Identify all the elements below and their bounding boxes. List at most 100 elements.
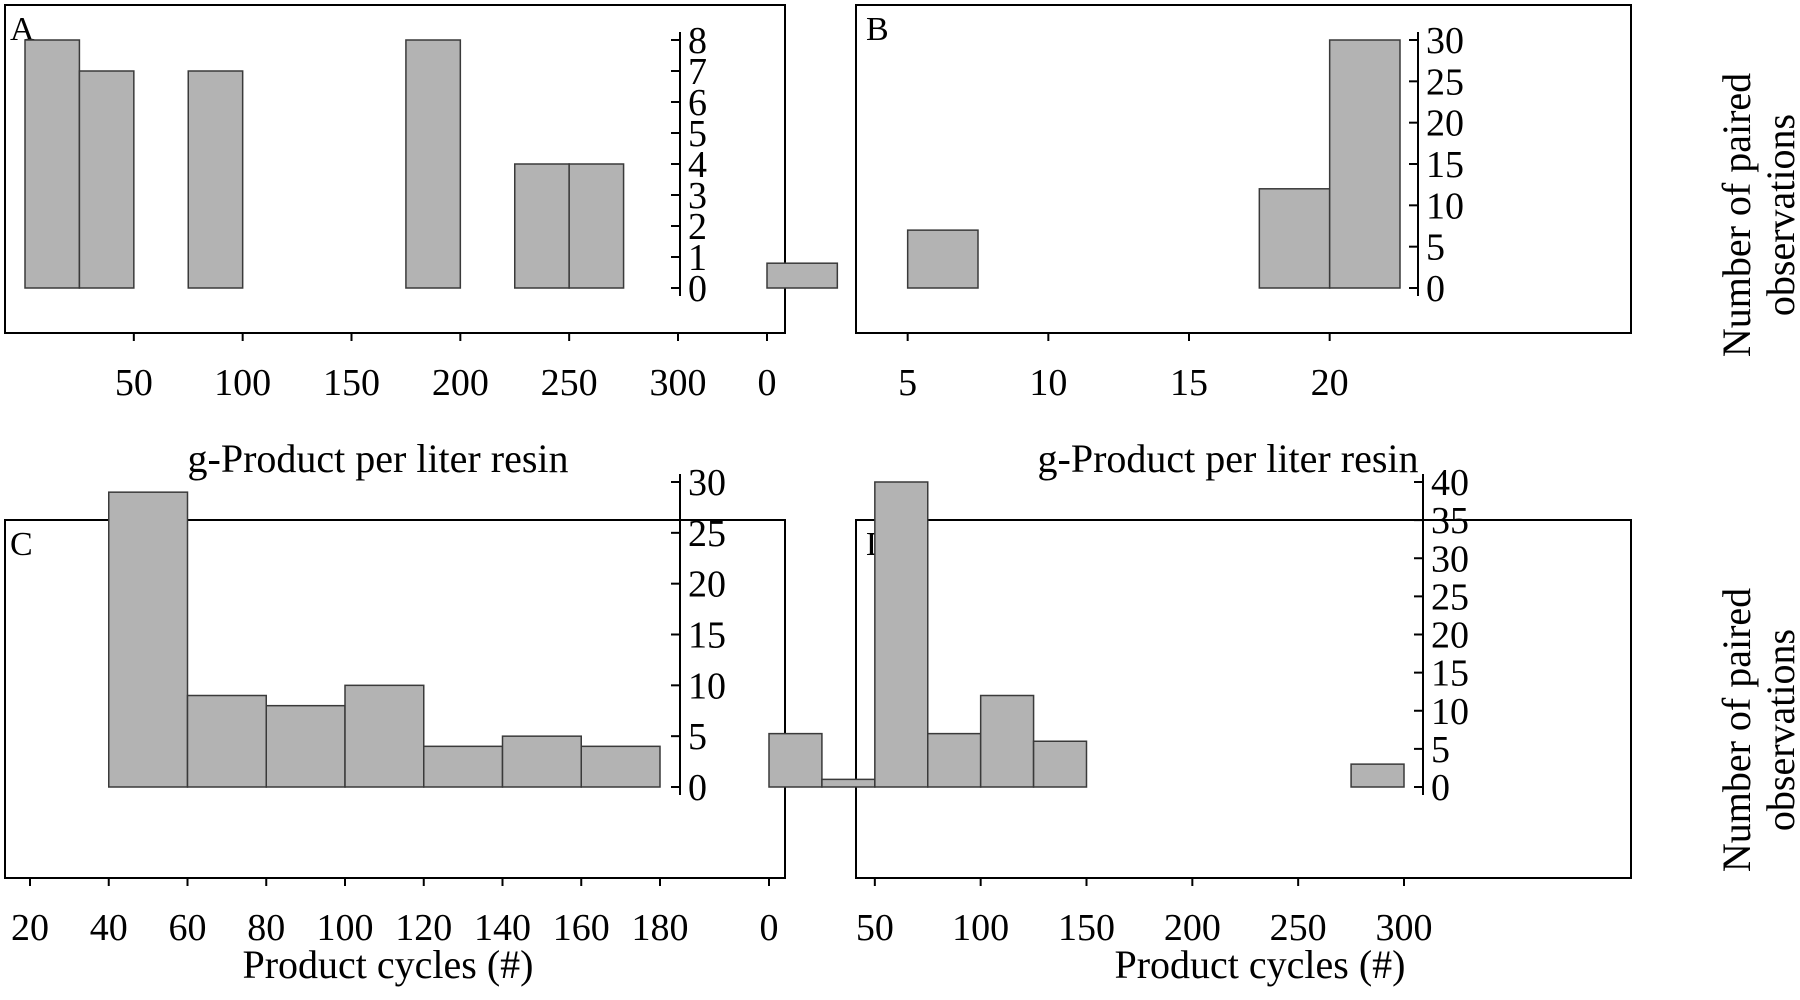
panel-c-x-tick-label: 60: [169, 907, 207, 949]
panel-c-letter: C: [10, 526, 33, 563]
panel-c-frame: [4, 519, 786, 879]
panel-a-xlabel: g-Product per liter resin: [188, 436, 569, 481]
panel-a-bar: [187, 70, 244, 289]
panel-a-bar: [514, 163, 570, 289]
panel-d-y-tick-label: 5: [1431, 729, 1450, 771]
panel-b-xlabel: g-Product per liter resin: [1038, 436, 1419, 481]
panel-c-yticks: 0 5 10 15 20 25 30: [671, 462, 726, 809]
panel-c-bar: [186, 694, 267, 788]
panel-b-bars: [766, 39, 1401, 289]
panel-b-y-tick-label: 30: [1426, 20, 1464, 62]
panel-a-y-tick-label: 4: [688, 144, 707, 186]
panel-c-x-tick-label: 140: [474, 907, 531, 949]
panel-d-x-tick-label: 50: [856, 907, 894, 949]
panel-d-x-tick-label: 100: [952, 907, 1009, 949]
panel-c-xlabel: Product cycles (#): [242, 942, 533, 987]
panel-c-bar: [344, 684, 425, 788]
panel-c-bar: [108, 491, 189, 788]
panel-b-y-tick-label: 20: [1426, 103, 1464, 145]
panel-c-bar: [501, 735, 582, 788]
panel-b-x-tick-label: 15: [1170, 362, 1208, 404]
panel-b-letter: B: [866, 11, 889, 48]
panel-d-y-tick-label: 30: [1431, 538, 1469, 580]
panel-a-y-tick-label: 2: [688, 206, 707, 248]
panel-d-bar: [768, 732, 823, 788]
panel-c-x-tick-label: 80: [247, 907, 285, 949]
panel-a-x-tick-label: 100: [214, 362, 271, 404]
panel-a-y-tick-label: 3: [688, 175, 707, 217]
panel-d-x-tick-label: 0: [760, 907, 779, 949]
y-axis-title-bottom: Number of paired observations: [1714, 588, 1800, 872]
panel-c-y-tick-label: 0: [688, 767, 707, 809]
panel-b-bar: [766, 262, 839, 289]
panel-c-x-tick-label: 20: [11, 907, 49, 949]
panel-a-bar: [24, 39, 81, 289]
panel-d-x-tick-label: 250: [1270, 907, 1327, 949]
panel-c-bar: [265, 704, 346, 788]
panel-b-bar: [1258, 188, 1331, 289]
panel-a-y-tick-label: 7: [688, 51, 707, 93]
panel-a-y-tick-label: 1: [688, 237, 707, 279]
panel-d-y-tick-label: 35: [1431, 500, 1469, 542]
panel-d-y-tick-label: 25: [1431, 576, 1469, 618]
panel-a-bar: [405, 39, 462, 289]
panel-b-y-tick-label: 15: [1426, 144, 1464, 186]
panel-d-x-tick-label: 300: [1376, 907, 1433, 949]
panel-a-x-tick-label: 200: [432, 362, 489, 404]
panel-d-xlabel: Product cycles (#): [1114, 942, 1405, 987]
panel-b-bar: [906, 229, 979, 289]
panel-c-y-tick-label: 15: [688, 615, 726, 657]
panel-d-bar: [1032, 740, 1088, 788]
panel-a-x-tick-label: 300: [650, 362, 707, 404]
panel-a-xticks: 50 100 150 200 250 300: [115, 333, 707, 404]
panel-b-y-tick-label: 25: [1426, 61, 1464, 103]
panel-b-xticks: 0 5 10 15 20: [758, 333, 1349, 404]
panel-d-bar: [821, 778, 876, 788]
y-axis-title-top-line1: Number of paired: [1714, 73, 1759, 357]
panel-a-y-tick-label: 8: [688, 20, 707, 62]
panel-b-frame: [855, 4, 1632, 334]
panel-c-y-tick-label: 30: [688, 462, 726, 504]
panel-d-y-tick-label: 0: [1431, 767, 1450, 809]
panel-d-bar: [927, 732, 982, 788]
panel-b-x-tick-label: 0: [758, 362, 777, 404]
panel-d-x-tick-label: 150: [1058, 907, 1115, 949]
panel-b-x-tick-label: 20: [1311, 362, 1349, 404]
panel-d-bars: [768, 481, 1405, 788]
y-axis-title-bottom-line1: Number of paired: [1714, 588, 1759, 872]
panel-c-xticks: 20 40 60 80 100 120 140 160 180: [11, 878, 689, 949]
panel-c-y-tick-label: 20: [688, 564, 726, 606]
panel-d-bar: [979, 694, 1035, 788]
panel-b-x-tick-label: 10: [1029, 362, 1067, 404]
panel-c-x-tick-label: 180: [632, 907, 689, 949]
panel-b-x-tick-label: 5: [898, 362, 917, 404]
panel-d-xticks: 0 50 100 150 200 250 300: [760, 878, 1433, 949]
panel-c-x-tick-label: 40: [90, 907, 128, 949]
panel-d-frame: [855, 519, 1632, 879]
panel-a-x-tick-label: 50: [115, 362, 153, 404]
panel-b-y-tick-label: 5: [1426, 227, 1445, 269]
panel-b-y-tick-label: 0: [1426, 268, 1445, 310]
panel-d-bar: [1350, 763, 1405, 788]
panel-c-x-tick-label: 160: [553, 907, 610, 949]
panel-a-y-tick-label: 5: [688, 113, 707, 155]
y-axis-title-bottom-line2: observations: [1758, 629, 1800, 831]
panel-c-bar: [580, 745, 661, 788]
panel-c-x-tick-label: 100: [317, 907, 374, 949]
panel-a-frame: [4, 4, 786, 334]
panel-a-y-tick-label: 0: [688, 268, 707, 310]
panel-c-bars: [108, 491, 661, 788]
panel-a-x-tick-label: 250: [541, 362, 598, 404]
panel-c-y-tick-label: 5: [688, 716, 707, 758]
panel-c: C 0 5 10 15 20 25 30 20 40 60 80 100 120 140 160 180 P…: [4, 462, 786, 987]
panel-a-bars: [24, 39, 625, 289]
panel-b-bar: [1328, 39, 1401, 289]
panel-a-bar: [78, 70, 135, 289]
